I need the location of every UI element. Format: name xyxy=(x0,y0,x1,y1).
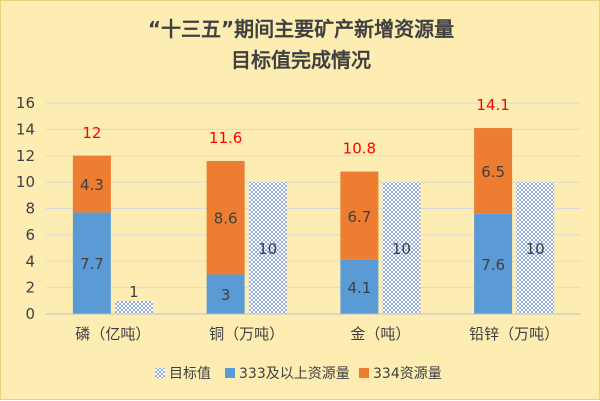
target-bar xyxy=(114,300,153,314)
chart-title-line-1: “十三五”期间主要矿产新增资源量 xyxy=(148,17,454,41)
legend: 目标值 333及以上资源量 334资源量 xyxy=(155,366,442,382)
stacked-bar-segment xyxy=(206,274,245,314)
y-axis: 0 2 4 6 8 10 12 14 16 xyxy=(16,94,35,323)
total-value-label: 11.6 xyxy=(209,129,242,147)
target-value-label: 1 xyxy=(129,283,139,301)
stacked-bar-segment xyxy=(474,128,513,214)
segment-value-label: 8.6 xyxy=(214,210,238,228)
legend-label-target: 目标值 xyxy=(169,366,211,382)
x-category-label: 金（吨） xyxy=(350,325,410,343)
y-tick-label: 6 xyxy=(25,226,35,244)
x-category-label: 铅锌（万吨） xyxy=(469,325,559,343)
target-value-label: 10 xyxy=(258,240,277,258)
total-value-label: 14.1 xyxy=(476,96,509,114)
y-tick-label: 4 xyxy=(25,252,35,270)
segment-value-label: 7.6 xyxy=(481,256,505,274)
target-value-label: 10 xyxy=(392,240,411,258)
legend-label-333: 333及以上资源量 xyxy=(239,366,350,382)
bars-layer xyxy=(72,128,555,314)
target-bar xyxy=(248,182,287,314)
y-tick-label: 16 xyxy=(16,94,35,112)
y-tick-label: 10 xyxy=(16,173,35,191)
x-axis: 磷（亿吨） 铜（万吨） 金（吨） 铅锌（万吨） xyxy=(46,313,581,343)
stacked-bar-segment xyxy=(474,213,513,314)
total-value-label: 12 xyxy=(82,124,101,142)
legend-swatch-target xyxy=(155,368,165,378)
y-tick-label: 14 xyxy=(16,120,35,138)
legend-label-334: 334资源量 xyxy=(373,366,442,382)
stacked-bar-segment xyxy=(206,161,245,275)
target-value-label: 10 xyxy=(526,240,545,258)
total-value-label: 10.8 xyxy=(343,140,376,158)
segment-value-label: 6.5 xyxy=(481,163,505,181)
segment-value-label: 7.7 xyxy=(80,255,104,273)
target-bar xyxy=(516,182,555,314)
x-category-label: 铜（万吨） xyxy=(209,325,284,343)
segment-value-label: 3 xyxy=(221,286,231,304)
stacked-bar-segment xyxy=(340,171,379,260)
legend-swatch-333 xyxy=(225,368,235,378)
segment-value-label: 4.1 xyxy=(347,279,371,297)
segment-value-label: 6.7 xyxy=(347,208,371,226)
chart-title-line-2: 目标值完成情况 xyxy=(231,48,371,72)
segment-value-label: 4.3 xyxy=(80,176,104,194)
stacked-bar-segment xyxy=(72,212,111,314)
y-tick-label: 12 xyxy=(16,147,35,165)
labels-layer: 7.7 4.3 12 1 3 8.6 11.6 10 4.1 6.7 10.8 10 7.6 6.5 14.… xyxy=(80,96,545,304)
y-tick-label: 8 xyxy=(25,200,35,218)
legend-swatch-334 xyxy=(359,368,369,378)
stacked-bar-segment xyxy=(340,259,379,314)
target-bar xyxy=(382,182,421,314)
y-tick-label: 2 xyxy=(25,279,35,297)
stacked-bar-segment xyxy=(72,155,111,213)
y-tick-label: 0 xyxy=(25,305,35,323)
grid-layer xyxy=(46,102,581,315)
x-category-label: 磷（亿吨） xyxy=(75,325,150,343)
